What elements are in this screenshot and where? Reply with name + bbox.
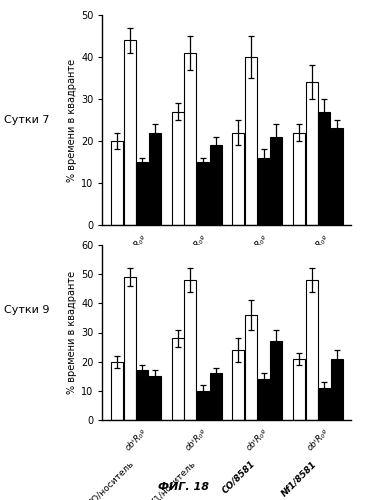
Bar — [318, 388, 330, 420]
Bar — [111, 362, 123, 420]
Text: CO/носитель: CO/носитель — [86, 459, 136, 500]
Text: ФИГ. 18: ФИГ. 18 — [157, 482, 209, 492]
Text: CO/8581: CO/8581 — [221, 459, 257, 496]
Y-axis label: % времени в квадранте: % времени в квадранте — [67, 58, 77, 182]
Bar — [209, 145, 221, 225]
Bar — [136, 370, 148, 420]
Bar — [258, 379, 270, 420]
Text: obᵗR₀º: obᵗR₀º — [184, 427, 209, 452]
Bar — [136, 162, 148, 225]
Bar — [184, 53, 196, 225]
Bar — [111, 141, 123, 225]
Bar — [293, 132, 305, 225]
Bar — [124, 277, 135, 420]
Bar — [245, 315, 257, 420]
Bar — [331, 359, 343, 420]
Text: Nf1/носитель: Nf1/носитель — [145, 459, 197, 500]
Text: obᵗR₀º: obᵗR₀º — [184, 234, 209, 258]
Bar — [306, 82, 318, 225]
Bar — [318, 112, 330, 225]
Bar — [270, 137, 282, 225]
Bar — [184, 280, 196, 420]
Bar — [209, 374, 221, 420]
Bar — [258, 158, 270, 225]
Bar — [172, 338, 184, 420]
Bar — [306, 280, 318, 420]
Bar — [232, 350, 244, 420]
Bar — [232, 132, 244, 225]
Text: obᵗR₀º: obᵗR₀º — [123, 427, 148, 452]
Bar — [197, 162, 209, 225]
Text: obᵗR₀º: obᵗR₀º — [306, 427, 330, 452]
Bar — [331, 128, 343, 225]
Bar — [149, 132, 161, 225]
Bar — [197, 391, 209, 420]
Text: Сутки 7: Сутки 7 — [4, 115, 49, 125]
Text: obᵗR₀º: obᵗR₀º — [123, 234, 148, 258]
Bar — [293, 359, 305, 420]
Text: obᵗR₀º: obᵗR₀º — [245, 234, 270, 258]
Bar — [172, 112, 184, 225]
Bar — [270, 341, 282, 420]
Text: Сутки 9: Сутки 9 — [4, 305, 49, 315]
Text: obᵗR₀º: obᵗR₀º — [306, 234, 330, 258]
Text: Nf1/8581: Nf1/8581 — [279, 459, 318, 498]
Y-axis label: % времени в квадранте: % времени в квадранте — [67, 271, 77, 394]
Bar — [245, 57, 257, 225]
Text: obᵗR₀º: obᵗR₀º — [245, 427, 270, 452]
Bar — [124, 40, 135, 225]
Bar — [149, 376, 161, 420]
